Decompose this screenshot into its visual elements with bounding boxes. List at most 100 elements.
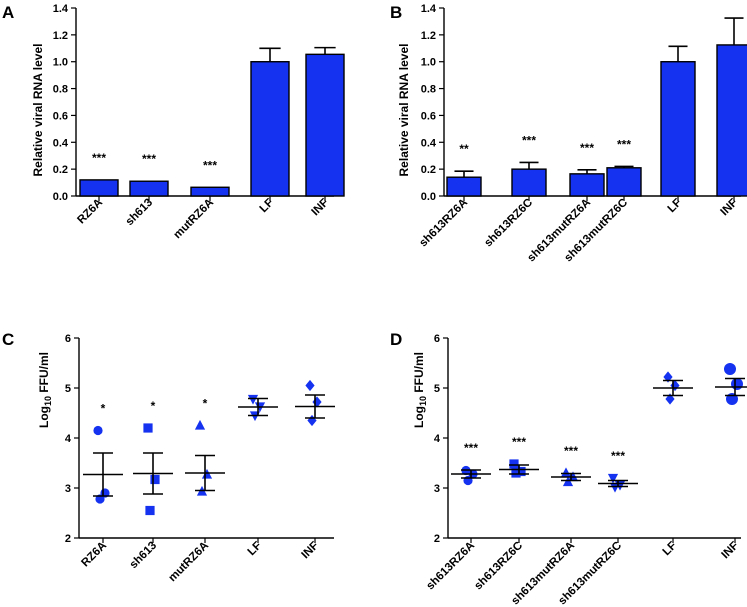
panel-c-x-tick-label: RZ6A — [79, 540, 109, 570]
panel-c-ylabel-base: Log — [37, 406, 51, 428]
panel-b-y-tick-label: 1.4 — [421, 3, 437, 15]
panel-b-x-tick-label: INF — [719, 197, 741, 219]
panel-b-significance-label: *** — [617, 137, 631, 151]
panel-a-letter: A — [2, 3, 14, 22]
panel-c-scatter-chart: C Log10 FFU/ml 2 3 4 5 6 RZ6A sh613 mutRZ6A LF IN… — [2, 330, 335, 584]
panel-b-y-tick-label: 0.8 — [421, 84, 436, 96]
panel-b-bar — [660, 61, 696, 197]
panel-d-x-tick-label: sh613RZ6A — [424, 540, 477, 593]
panel-d-letter: D — [390, 330, 402, 349]
panel-b-x-tick-label: sh613RZ6C — [482, 197, 535, 250]
panel-d-scatter-chart: D Log10 FFU/ml 23456sh613RZ6Ash613RZ6Csh… — [390, 330, 747, 607]
panel-a-x-tick-label: mutRZ6A — [171, 197, 216, 242]
panel-d-data-point — [731, 378, 743, 390]
panel-b-significance-label: *** — [580, 141, 594, 155]
panel-d-data-point — [511, 468, 521, 478]
panel-d-ylabel-base: Log — [412, 406, 426, 428]
panel-a-bar — [190, 186, 230, 197]
panel-c-y-tick-label: 3 — [65, 483, 71, 495]
panel-a-y-tick-label: 1.2 — [53, 30, 68, 42]
panel-c-letter: C — [2, 330, 14, 349]
panel-c-x-tick-label: LF — [246, 540, 264, 558]
panel-d-y-tick-label: 6 — [434, 333, 440, 345]
panel-b-bar-chart: B Relative viral RNA level 0.0 0.2 0.4 0.6 0… — [390, 3, 747, 264]
panel-a-y-tick-label: 0.2 — [53, 164, 68, 176]
panel-d-y-tick-label: 4 — [434, 433, 441, 445]
panel-d-significance-label: *** — [611, 449, 625, 463]
panel-a-x-tick-label: LF — [258, 197, 276, 215]
panel-d-x-tick-label: sh613RZ6C — [472, 540, 525, 593]
panel-b-significance-label: ** — [459, 142, 469, 156]
panel-c-significance-label: * — [151, 399, 156, 413]
panel-a-bar-chart: A Relative viral RNA level 0.0 0.2 0.4 0.6 0… — [2, 3, 345, 242]
panel-d-x-tick-label: LF — [661, 540, 679, 558]
panel-b-significance-label: *** — [522, 133, 536, 147]
panel-c-x-tick-label: mutRZ6A — [166, 540, 211, 585]
panel-a-bar — [79, 179, 119, 197]
panel-c-data-point — [247, 394, 259, 405]
panel-a-y-tick-label: 0.8 — [53, 84, 68, 96]
panel-c-y-axis-title: Log10 FFU/ml — [37, 352, 53, 428]
panel-a-y-tick-label: 1.4 — [53, 3, 69, 15]
panel-b-x-tick-label: sh613mutRZ6C — [562, 197, 630, 265]
panel-c-significance-label: * — [101, 402, 106, 416]
panel-d-data-point — [560, 467, 572, 478]
panel-d-data-point — [724, 363, 736, 375]
panel-b-y-tick-label: 0.0 — [421, 191, 436, 203]
panel-d-data-point — [509, 459, 519, 469]
panel-c-x-tick-label: sh613 — [128, 540, 160, 572]
panel-c-data-point — [150, 474, 160, 485]
panel-a-significance-label: *** — [203, 158, 217, 172]
panel-d-significance-label: *** — [464, 441, 478, 455]
panel-d-significance-label: *** — [512, 435, 526, 449]
panel-b-letter: B — [390, 3, 402, 22]
panel-b-y-tick-label: 0.4 — [421, 137, 437, 149]
panel-d-ylabel-rest: FFU/ml — [412, 352, 426, 396]
panel-d-y-axis-title: Log10 FFU/ml — [412, 352, 428, 428]
panel-a-bar — [129, 180, 169, 197]
panel-c-ylabel-rest: FFU/ml — [37, 352, 51, 396]
panel-b-y-axis-title: Relative viral RNA level — [397, 44, 411, 177]
panel-d-significance-label: *** — [564, 444, 578, 458]
panel-c-y-tick-label: 4 — [65, 433, 72, 445]
panel-b-bar — [446, 176, 482, 197]
panel-a-bar — [250, 61, 290, 197]
panel-b-y-tick-label: 0.2 — [421, 164, 436, 176]
panel-d-y-tick-label: 2 — [434, 533, 440, 545]
panel-d-data-point — [516, 466, 526, 477]
panel-d-data-point — [670, 379, 680, 392]
panel-c-data-point — [143, 423, 153, 433]
panel-c-data-point — [145, 505, 155, 516]
panel-b-bar — [716, 44, 747, 197]
panel-d-y-tick-label: 5 — [434, 383, 440, 395]
panel-a-significance-label: *** — [92, 151, 106, 165]
panel-d-data-point — [607, 473, 619, 484]
panel-a-y-tick-label: 1.0 — [53, 57, 68, 69]
panel-b-bar — [511, 168, 547, 197]
panel-a-y-axis-title: Relative viral RNA level — [31, 44, 45, 177]
panel-c-y-tick-label: 5 — [65, 383, 71, 395]
panel-c-significance-label: * — [203, 397, 208, 411]
panel-c-y-tick-label: 6 — [65, 333, 71, 345]
panel-b-y-tick-label: 1.0 — [421, 57, 436, 69]
panel-c-y-tick-label: 2 — [65, 533, 71, 545]
panel-a-x-tick-label: sh613 — [124, 197, 156, 229]
panel-b-x-tick-label: sh613mutRZ6A — [525, 197, 593, 265]
panel-b-y-tick-label: 0.6 — [421, 110, 436, 122]
panel-a-x-tick-label: RZ6A — [75, 197, 105, 227]
panel-b-x-tick-label: LF — [666, 197, 684, 215]
panel-b-x-tick-label: sh613RZ6A — [417, 197, 470, 250]
panel-d-x-tick-label: INF — [720, 540, 742, 562]
panel-a-significance-label: *** — [142, 152, 156, 166]
panel-c-ylabel-sub: 10 — [43, 396, 53, 406]
panel-b-bar — [606, 167, 642, 197]
panel-c-data-point — [305, 379, 315, 392]
panel-b-y-tick-label: 1.2 — [421, 30, 436, 42]
panel-a-y-tick-label: 0.4 — [53, 137, 69, 149]
panel-b-bar — [569, 173, 605, 197]
panel-a-y-tick-label: 0.6 — [53, 110, 68, 122]
panel-a-y-tick-label: 0.0 — [53, 191, 68, 203]
panel-c-data-point — [194, 419, 206, 430]
panel-c-data-point — [93, 425, 103, 436]
